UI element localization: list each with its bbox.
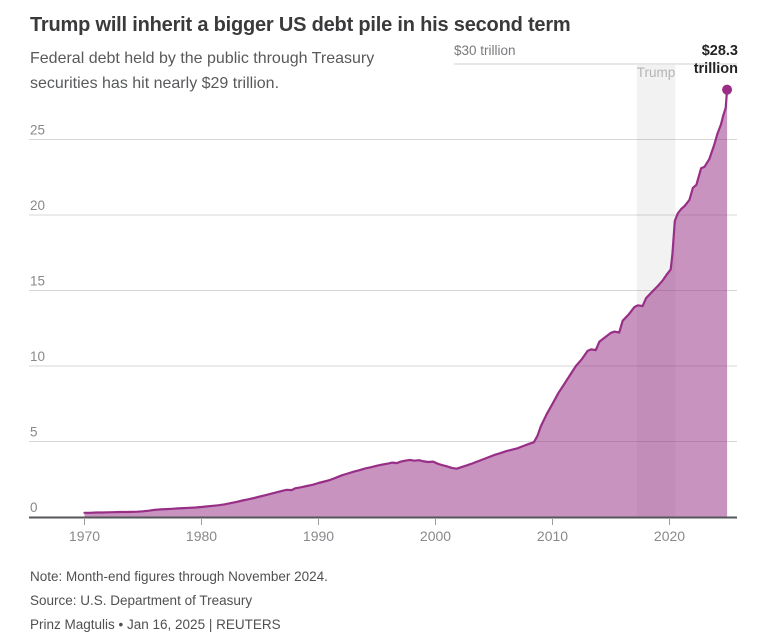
y-tick-label: 10 [30, 349, 45, 364]
y-axis-top-label: $30 trillion [454, 43, 516, 58]
footer-byline: Prinz Magtulis • Jan 16, 2025 | REUTERS [30, 617, 281, 632]
y-tick-label: 25 [30, 123, 45, 138]
debt-area-fill [84, 89, 728, 517]
y-tick-label: 15 [30, 274, 45, 289]
chart-title: Trump will inherit a bigger US debt pile… [30, 14, 571, 36]
end-point-dot [722, 84, 733, 95]
x-tick-label: 2010 [537, 528, 568, 544]
debt-line [83, 88, 729, 514]
chart-subtitle: Federal debt held by the public through … [30, 50, 375, 92]
end-value-unit: trillion [693, 61, 738, 77]
trump-band-label: Trump [636, 65, 676, 80]
x-tick-label: 2000 [420, 528, 451, 544]
x-tick-label: 1990 [303, 528, 334, 544]
x-tick-label: 2020 [654, 528, 685, 544]
x-tick-label: 1980 [186, 528, 217, 544]
chart-footer: Note: Month-end figures through November… [30, 565, 730, 637]
y-tick-label: 5 [30, 425, 38, 440]
footer-source: Source: U.S. Department of Treasury [30, 593, 253, 608]
end-value-label: $28.3 trillion [694, 42, 738, 78]
y-tick-label: 0 [30, 500, 38, 515]
y-tick-label: 20 [30, 198, 45, 213]
end-value-amount: $28.3 [701, 43, 738, 59]
x-tick-label: 1970 [69, 528, 100, 544]
footer-note: Note: Month-end figures through November… [30, 569, 328, 584]
